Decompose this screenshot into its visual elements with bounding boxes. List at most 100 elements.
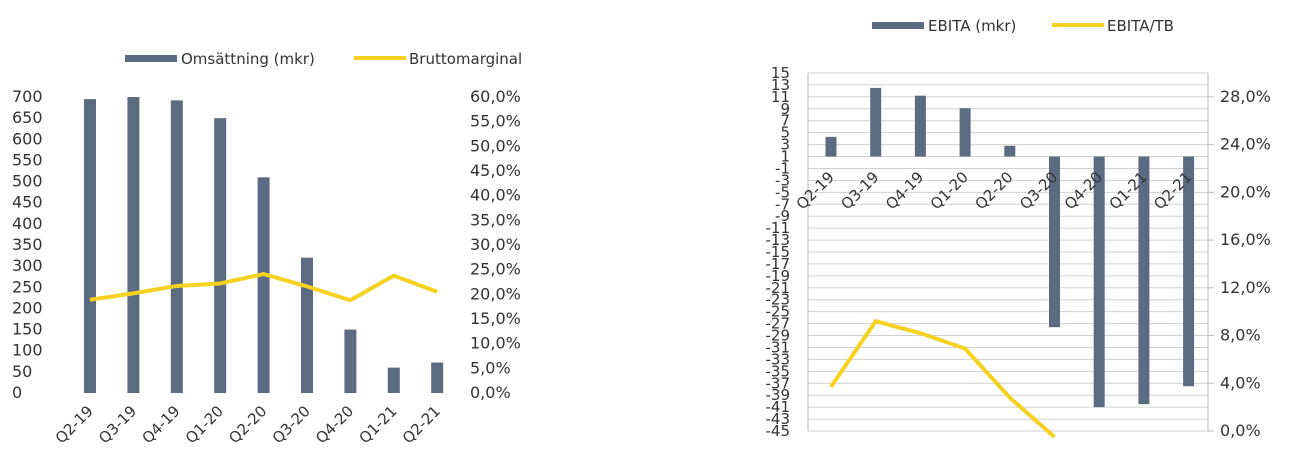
y-left-tick-label: 350 <box>12 235 43 254</box>
y-left-tick-label: -9 <box>775 207 790 225</box>
x-tick-label: Q3-19 <box>95 402 140 447</box>
y-right-tick-label: 30,0% <box>470 235 521 254</box>
legend-bar-swatch <box>125 55 177 62</box>
y-right-tick-label: 60,0% <box>470 87 521 106</box>
y-right-tick-label: 24,0% <box>1220 135 1271 154</box>
x-tick-label: Q4-19 <box>138 402 183 447</box>
y-right-tick-label: 55,0% <box>470 112 521 131</box>
y-left-tick-label: 500 <box>12 172 43 191</box>
y-left-tick-label: 100 <box>12 341 43 360</box>
y-right-tick-label: 10,0% <box>470 334 521 353</box>
bar <box>301 257 313 393</box>
y-left-tick-label: -3 <box>775 171 790 189</box>
y-left-tick-label: 13 <box>771 76 790 94</box>
x-tick-label: Q2-19 <box>52 402 97 447</box>
bar <box>257 177 270 393</box>
x-tick-label: Q4-19 <box>882 168 927 213</box>
legend-bar-swatch <box>872 22 924 29</box>
y-left-tick-label: -25 <box>766 303 791 321</box>
y-right-tick-label: 0,0% <box>470 383 511 402</box>
bar <box>344 329 357 393</box>
y-left-tick-label: 150 <box>12 320 43 339</box>
y-right-tick-label: 12,0% <box>1220 278 1271 297</box>
y-right-tick-label: 5,0% <box>470 358 511 377</box>
y-left-tick-label: 200 <box>12 298 43 317</box>
y-left-tick-label: -27 <box>766 315 791 333</box>
y-right-tick-label: 20,0% <box>1220 182 1271 201</box>
x-tick-label: Q1-21 <box>355 402 400 447</box>
x-tick-label: Q2-19 <box>793 168 838 213</box>
bar <box>825 136 837 157</box>
y-right-tick-label: 35,0% <box>470 210 521 229</box>
legend-label-line: EBITA/TB <box>1107 17 1174 35</box>
bar <box>387 367 400 393</box>
y-left-tick-label: 50 <box>12 362 32 381</box>
y-left-tick-label: -43 <box>766 410 791 428</box>
bar <box>431 362 444 393</box>
bar <box>959 108 971 157</box>
y-right-tick-label: 40,0% <box>470 186 521 205</box>
y-left-tick-label: 300 <box>12 256 43 275</box>
x-tick-label: Q2-21 <box>399 402 444 447</box>
y-left-tick-label: 250 <box>12 277 43 296</box>
bar <box>84 99 96 393</box>
bar <box>1183 156 1195 387</box>
legend-label-bars: Omsättning (mkr) <box>181 50 315 68</box>
legend-label-bars: EBITA (mkr) <box>928 17 1016 35</box>
y-left-tick-label: -41 <box>766 398 791 416</box>
y-left-tick-label: -13 <box>766 231 791 249</box>
y-left-tick-label: 450 <box>12 193 43 212</box>
series-line <box>829 319 1056 439</box>
y-left-tick-label: 650 <box>12 108 43 127</box>
y-left-tick-label: 0 <box>12 383 22 402</box>
y-left-tick-label: 7 <box>780 112 790 130</box>
bar <box>870 87 882 157</box>
y-right-tick-label: 8,0% <box>1220 326 1261 345</box>
y-left-tick-label: -1 <box>775 159 790 177</box>
y-left-tick-label: -11 <box>766 219 791 237</box>
y-right-tick-label: 15,0% <box>470 309 521 328</box>
legend-label-line: Bruttomarginal <box>409 50 522 68</box>
x-tick-label: Q2-20 <box>225 402 270 447</box>
x-tick-label: Q3-20 <box>269 402 314 447</box>
y-left-tick-label: -39 <box>766 386 791 404</box>
x-tick-label: Q2-20 <box>971 168 1016 213</box>
x-tick-label: Q1-20 <box>927 168 972 213</box>
y-left-tick-label: -35 <box>766 362 791 380</box>
y-left-tick-label: 1 <box>780 148 790 166</box>
x-tick-label: Q3-19 <box>837 168 882 213</box>
y-left-tick-label: -7 <box>775 195 790 213</box>
y-left-tick-label: -31 <box>766 338 791 356</box>
x-tick-label: Q1-20 <box>182 402 227 447</box>
y-left-tick-label: 15 <box>771 64 790 82</box>
y-right-tick-label: 0,0% <box>1220 421 1261 440</box>
x-tick-label: Q4-20 <box>312 402 357 447</box>
bar <box>914 95 926 157</box>
y-right-tick-label: 20,0% <box>470 284 521 303</box>
y-left-tick-label: 550 <box>12 150 43 169</box>
y-left-tick-label: -37 <box>766 374 791 392</box>
y-left-tick-label: -21 <box>766 279 791 297</box>
bar <box>1004 145 1016 157</box>
series-line <box>89 272 438 303</box>
bar <box>127 97 140 393</box>
y-left-tick-label: 5 <box>780 124 790 142</box>
y-left-tick-label: -17 <box>766 255 791 273</box>
bar <box>214 118 227 394</box>
y-right-tick-label: 25,0% <box>470 260 521 279</box>
y-left-tick-label: 3 <box>780 136 790 154</box>
y-left-tick-label: 11 <box>771 88 790 106</box>
y-left-tick-label: -19 <box>766 267 791 285</box>
y-left-tick-label: 600 <box>12 129 43 148</box>
bar <box>1138 156 1150 405</box>
y-right-tick-label: 45,0% <box>470 161 521 180</box>
y-left-tick-label: -33 <box>766 350 791 368</box>
y-left-tick-label: -29 <box>766 327 791 345</box>
y-right-tick-label: 28,0% <box>1220 87 1271 106</box>
bar <box>170 100 183 393</box>
y-right-tick-label: 50,0% <box>470 136 521 155</box>
y-left-tick-label: -23 <box>766 291 791 309</box>
bar <box>1049 156 1060 328</box>
y-left-tick-label: -45 <box>766 422 791 440</box>
